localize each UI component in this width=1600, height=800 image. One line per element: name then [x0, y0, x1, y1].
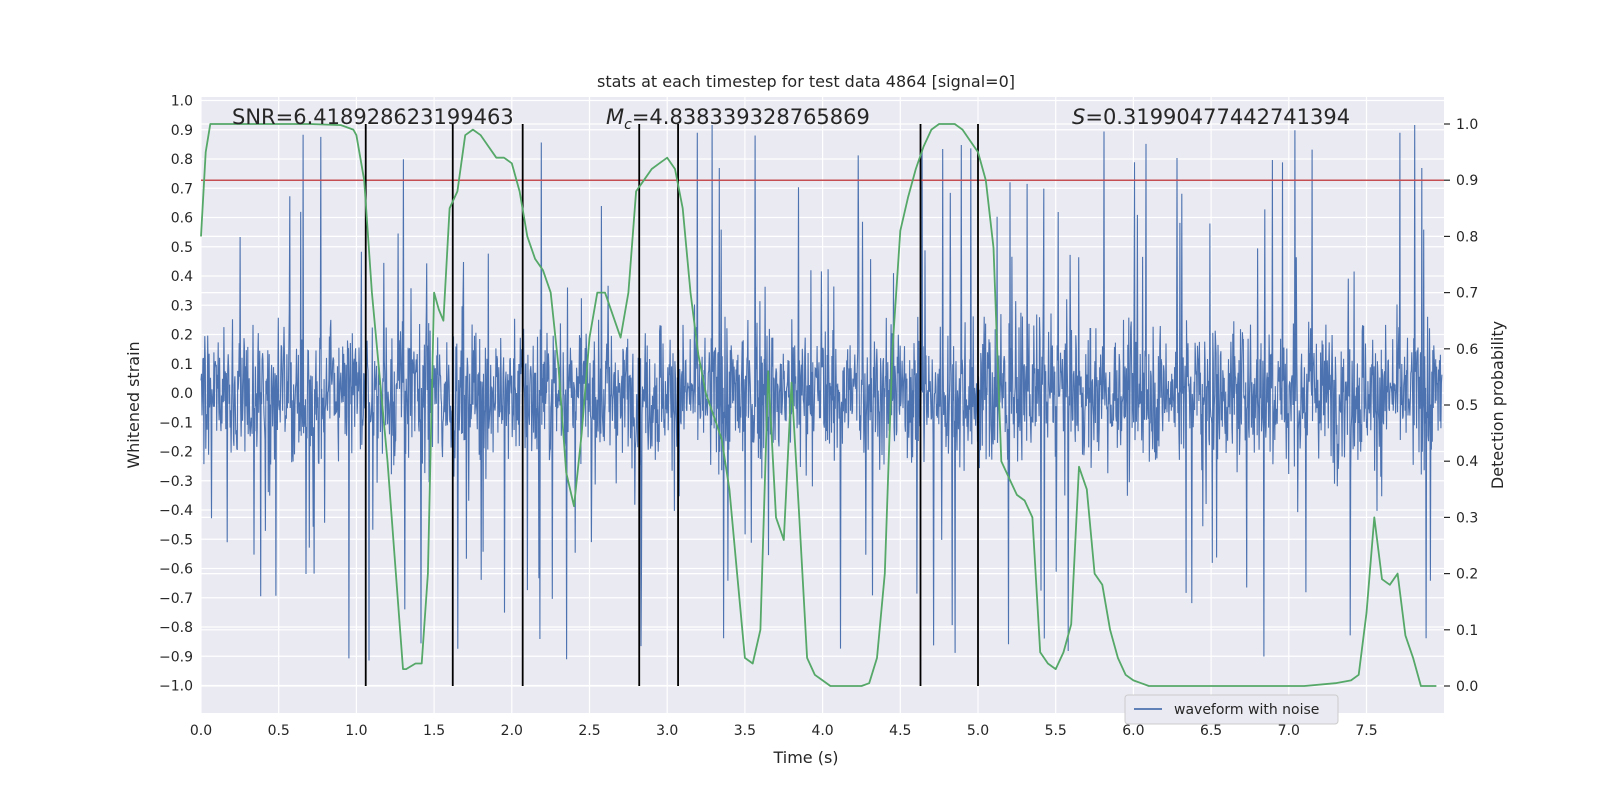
x-axis-label: Time (s) [772, 748, 838, 767]
x-tick-label: 5.5 [1045, 723, 1067, 739]
y2-tick-label: 0.8 [1456, 229, 1478, 245]
mc-annotation: Mc=4.838339328765869 [606, 105, 870, 133]
y2-tick-label: 0.2 [1456, 567, 1478, 583]
x-tick-label: 0.5 [268, 723, 290, 739]
y-tick-label: 0.8 [171, 152, 193, 168]
x-tick-label: 3.5 [734, 723, 756, 739]
y2-tick-label: 0.3 [1456, 510, 1478, 526]
detection-probability-line [200, 123, 1437, 687]
x-tick-label: 4.5 [889, 723, 911, 739]
s-symbol: S [1072, 105, 1085, 129]
x-axis: 0.0 0.5 1.0 1.5 2.0 2.5 3.0 3.5 4.0 4.5 5.0 5.5 6.0 6… [190, 723, 1378, 739]
y-tick-label: −0.1 [159, 415, 193, 431]
x-tick-label: 2.5 [578, 723, 600, 739]
x-tick-label: 6.5 [1200, 723, 1222, 739]
mc-subscript: c [624, 117, 632, 133]
y-axis-label: Whitened strain [124, 341, 143, 468]
y-tick-label: 0.5 [171, 240, 193, 256]
y-tick-label: −0.7 [159, 591, 193, 607]
x-tick-label: 7.5 [1355, 723, 1377, 739]
x-tick-label: 2.0 [501, 723, 523, 739]
x-tick-label: 6.0 [1122, 723, 1144, 739]
y-tick-label: −0.8 [159, 620, 193, 636]
x-tick-label: 7.0 [1278, 723, 1300, 739]
waveform-noise-line [200, 124, 1443, 661]
y-tick-label: −0.3 [159, 474, 193, 490]
y2-tick-label: 0.7 [1456, 286, 1478, 302]
legend: waveform with noise [1124, 694, 1339, 725]
s-annotation: S=0.31990477442741394 [1072, 105, 1350, 129]
mc-value: =4.838339328765869 [632, 105, 870, 129]
legend-box [1124, 694, 1339, 725]
y-tick-label: 0.2 [171, 328, 193, 344]
x-tick-label: 1.0 [345, 723, 367, 739]
x-tick-label: 0.0 [190, 723, 212, 739]
chart-title: stats at each timestep for test data 486… [597, 72, 1015, 91]
y-tick-label: −0.5 [159, 532, 193, 548]
y2-tick-label: 0.1 [1456, 623, 1478, 639]
y-tick-label: −1.0 [159, 679, 193, 695]
snr-annotation: SNR=6.418928623199463 [232, 105, 514, 129]
y2-tick-label: 0.6 [1456, 342, 1478, 358]
x-tick-label: 1.5 [423, 723, 445, 739]
y2-tick-label: 1.0 [1456, 117, 1478, 133]
y-tick-label: 0.7 [171, 181, 193, 197]
y-tick-label: −0.2 [159, 445, 193, 461]
y-tick-label: 1.0 [171, 94, 193, 110]
y2-tick-label: 0.0 [1456, 679, 1478, 695]
y-tick-label: 0.0 [171, 386, 193, 402]
y-tick-label: 0.4 [171, 269, 193, 285]
left-y-axis: 1.0 0.9 0.8 0.7 0.6 0.5 0.4 0.3 0.2 0.1 0.0 −0.1 −0.… [159, 94, 193, 695]
event-markers [364, 124, 979, 686]
detection-probability-group [200, 123, 1437, 687]
s-value: =0.31990477442741394 [1085, 105, 1350, 129]
mc-symbol: M [606, 105, 624, 129]
legend-label-waveform: waveform with noise [1174, 702, 1319, 718]
y-tick-label: −0.9 [159, 649, 193, 665]
y-tick-label: 0.6 [171, 211, 193, 227]
y2-tick-label: 0.9 [1456, 173, 1478, 189]
x-tick-label: 3.0 [656, 723, 678, 739]
y-tick-label: 0.9 [171, 123, 193, 139]
y2-tick-label: 0.5 [1456, 398, 1478, 414]
x-tick-label: 4.0 [811, 723, 833, 739]
right-y-axis: 1.0 0.9 0.8 0.7 0.6 0.5 0.4 0.3 0.2 0.1 0.0 [1444, 117, 1478, 695]
y2-tick-label: 0.4 [1456, 454, 1478, 470]
y-tick-label: −0.4 [159, 503, 193, 519]
waveform-noise-series [200, 124, 1443, 661]
y2-axis-label: Detection probability [1488, 321, 1507, 489]
y-tick-label: 0.1 [171, 357, 193, 373]
y-tick-label: −0.6 [159, 562, 193, 578]
y-tick-label: 0.3 [171, 298, 193, 314]
x-tick-label: 5.0 [967, 723, 989, 739]
